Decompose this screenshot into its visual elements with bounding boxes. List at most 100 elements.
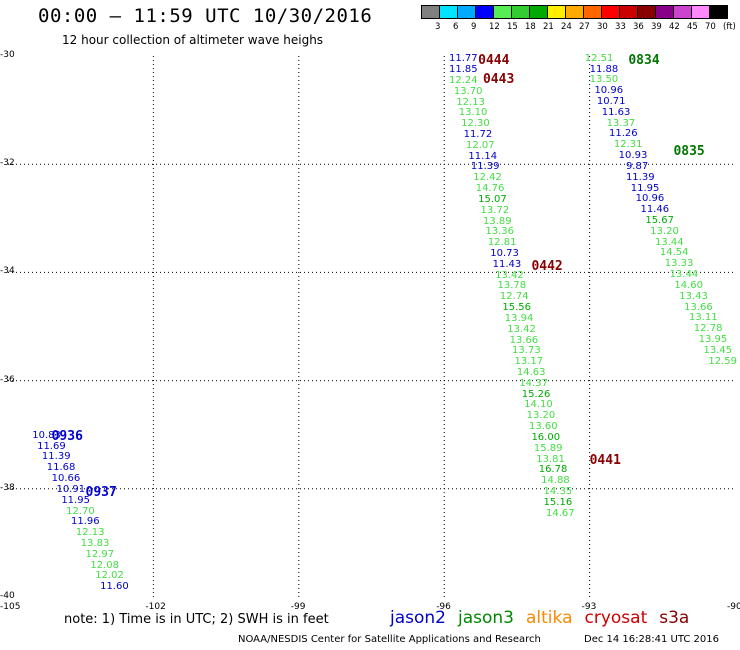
wave-height-label: 10.73: [490, 248, 519, 259]
wave-height-label: 15.16: [543, 496, 573, 508]
wave-height-label: 11.26: [608, 128, 638, 140]
wave-height-label: 11.39: [625, 171, 655, 183]
wave-height-label: 11.77: [449, 52, 478, 64]
wave-height-label: 13.42: [495, 269, 524, 281]
wave-height-label: 13.36: [485, 226, 515, 238]
pass-time-label: 0835: [673, 143, 705, 159]
pass-time-label: 0444: [478, 52, 510, 68]
pass-time-label: 0936: [51, 428, 83, 444]
wave-height-label: 9.87: [625, 160, 649, 172]
wave-height-label: 13.73: [512, 345, 541, 357]
units-note: note: 1) Time is in UTC; 2) SWH is in fe…: [64, 612, 329, 627]
wave-height-label: 13.89: [482, 215, 512, 227]
latitude-tick-label: -32: [0, 158, 15, 169]
wave-height-label: 15.07: [478, 193, 507, 205]
wave-height-label: 12.81: [487, 237, 517, 249]
scale-label: 3: [435, 22, 441, 32]
wave-height-label: 11.14: [468, 150, 498, 162]
longitude-tick-label: -93: [581, 602, 597, 612]
wave-height-label: 12.02: [95, 570, 124, 582]
legend-s3a: s3a: [659, 608, 690, 628]
wave-height-label: 13.45: [703, 344, 733, 356]
legend-jason2: jason2: [390, 608, 446, 628]
wave-height-label: 13.83: [80, 537, 110, 549]
wave-height-color-scale: [421, 5, 729, 21]
wave-height-label: 13.72: [480, 204, 510, 216]
wave-height-label: 13.33: [664, 258, 694, 270]
wave-height-label: 13.60: [529, 421, 558, 433]
map-subtitle: 12 hour collection of altimeter wave hei…: [62, 33, 324, 47]
latitude-tick-label: -36: [0, 374, 15, 385]
wave-height-label: 13.43: [679, 290, 708, 302]
wave-height-label: 14.88: [541, 475, 570, 487]
scale-label: 36: [633, 22, 644, 32]
wave-height-label: 11.72: [463, 128, 493, 140]
pass-time-label: 0834: [628, 52, 660, 68]
wave-height-label: 11.43: [492, 258, 522, 270]
wave-height-label: 13.81: [536, 453, 565, 465]
wave-height-label: 14.67: [545, 507, 575, 519]
wave-height-label: 11.39: [470, 161, 500, 173]
latitude-tick-label: -38: [0, 482, 15, 493]
wave-height-label: 13.37: [606, 117, 636, 129]
wave-height-label: 13.50: [589, 74, 619, 86]
wave-height-scale-labels: 3 6 9 12 15 18 21 24 27 30 33 36 39 42 45 70 (ft): [421, 22, 739, 34]
wave-height-label: 13.66: [684, 301, 713, 313]
wave-height-label: 13.20: [650, 225, 679, 237]
latitude-tick-label: -34: [0, 266, 15, 277]
wave-height-label: 11.95: [630, 182, 660, 194]
wave-height-label: 10.96: [635, 193, 665, 205]
credit-text: NOAA/NESDIS Center for Satellite Applica…: [238, 634, 541, 645]
wave-height-label: 15.67: [645, 215, 674, 226]
wave-height-label: 13.66: [509, 334, 539, 346]
scale-label: 39: [651, 22, 662, 32]
wave-height-label: 13.94: [504, 312, 534, 324]
wave-height-label: 11.88: [589, 63, 619, 75]
wave-height-label: 15.26: [521, 388, 551, 400]
scale-label: (ft): [723, 22, 736, 32]
scale-label: 12: [489, 22, 500, 32]
scale-label: 27: [579, 22, 590, 32]
wave-height-label: 12.51: [584, 52, 614, 64]
wave-height-label: 16.00: [531, 431, 561, 443]
wave-height-label: 12.30: [461, 118, 490, 130]
scale-label: 70: [705, 22, 716, 32]
wave-height-label: 12.24: [449, 74, 478, 86]
wave-height-label: 13.42: [507, 323, 536, 335]
longitude-tick-label: -90: [727, 602, 740, 612]
wave-height-label: 14.35: [543, 486, 573, 498]
wave-height-label: 13.70: [453, 85, 483, 97]
wave-height-label: 13.44: [655, 236, 684, 248]
map-title: 00:00 – 11:59 UTC 10/30/2016: [38, 5, 373, 27]
scale-swatch: [709, 5, 728, 19]
scale-label: 6: [453, 22, 459, 32]
wave-height-label: 13.95: [698, 334, 728, 346]
legend-altika: altika: [526, 608, 573, 628]
wave-height-label: 14.10: [524, 399, 553, 411]
wave-height-label: 11.95: [61, 494, 90, 506]
longitude-tick-label: -96: [436, 602, 451, 612]
legend-jason3: jason3: [458, 608, 514, 628]
scale-label: 15: [507, 22, 518, 32]
wave-height-label: 12.13: [75, 527, 105, 539]
wave-height-label: 14.54: [659, 247, 689, 259]
wave-height-label: 15.56: [502, 302, 531, 314]
wave-height-label: 14.76: [475, 183, 505, 195]
wave-height-label: 11.60: [100, 581, 129, 593]
longitude-tick-label: -99: [290, 602, 306, 612]
wave-height-label: 12.78: [693, 323, 723, 335]
wave-height-label: 12.59: [708, 355, 737, 367]
wave-height-label: 10.66: [51, 473, 81, 485]
wave-height-label: 11.69: [37, 440, 66, 452]
pass-time-label: 0443: [482, 71, 515, 87]
wave-height-label: 15.89: [533, 442, 563, 454]
scale-label: 18: [525, 22, 536, 32]
wave-height-label: 11.68: [46, 462, 76, 474]
wave-height-label: 12.42: [473, 172, 502, 184]
scale-label: 21: [543, 22, 554, 32]
wave-height-label: 10.91: [56, 483, 86, 495]
wave-height-label: 10.83: [32, 429, 61, 441]
wave-height-label: 11.85: [449, 64, 478, 76]
wave-height-label: 10.93: [618, 150, 648, 162]
